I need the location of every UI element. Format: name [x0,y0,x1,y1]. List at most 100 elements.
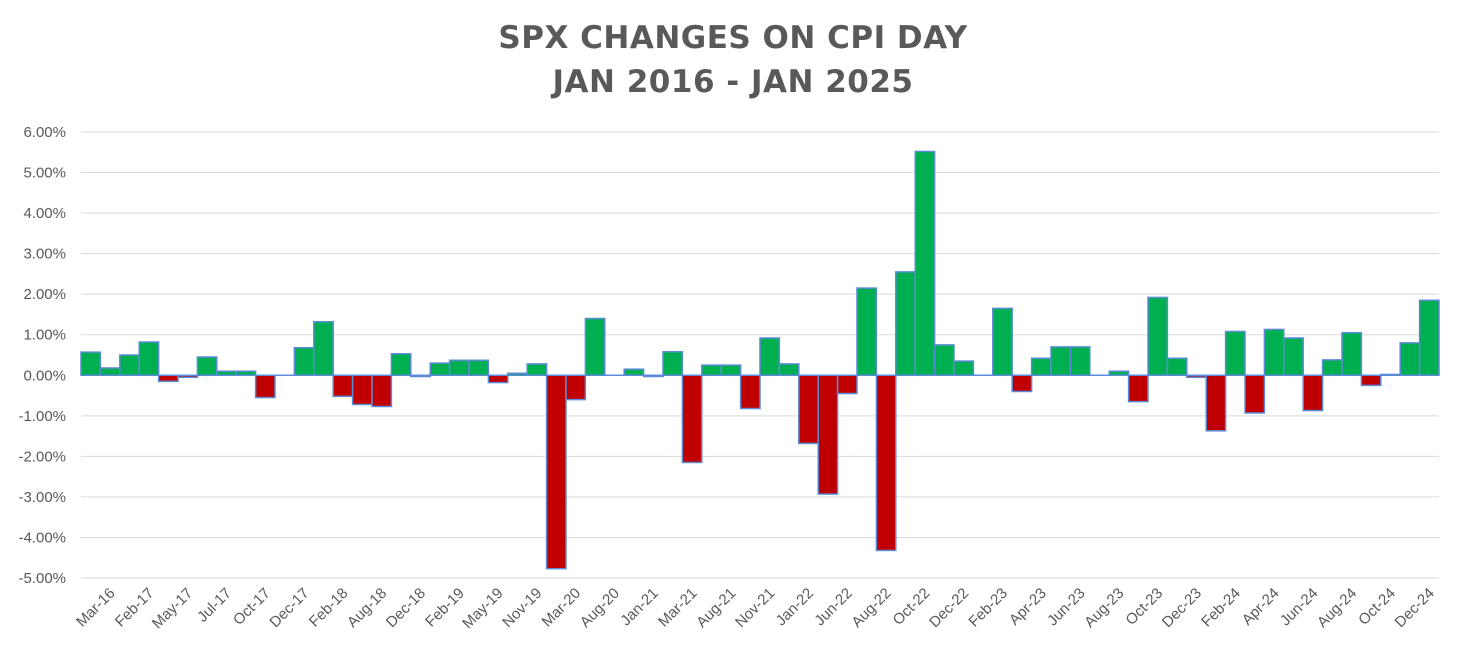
x-tick-label: Mar-20 [539,585,585,631]
x-tick-label: Aug-20 [577,585,623,631]
bar [1360,374,1382,387]
x-tick-label: Oct-24 [1355,585,1399,629]
bar [1418,299,1440,377]
y-tick-label: 0.00% [23,367,66,384]
bar [468,359,490,377]
x-tick-label: May-19 [459,585,506,632]
bar [584,317,606,377]
chart-title: SPX CHANGES ON CPI DAY [498,20,968,56]
y-tick-label: 3.00% [23,246,66,263]
bar [390,353,412,377]
bar [351,374,373,406]
x-tick-label: Apr-23 [1006,585,1050,629]
bar [1263,328,1285,377]
bar [1069,346,1091,377]
bar [681,374,703,464]
bar [216,370,237,377]
bar [875,374,897,552]
x-tick-label: Feb-17 [112,585,158,631]
x-tick-label: Dec-24 [1392,585,1438,631]
bar [545,374,567,570]
bar [196,356,218,377]
bar [99,367,121,377]
bar [429,362,451,377]
bar [371,374,393,408]
bar [933,344,955,377]
y-tick-label: -2.00% [18,448,66,465]
bar [507,372,528,377]
x-tick-label: Feb-24 [1198,585,1244,631]
bar [1011,374,1033,393]
bar [448,359,470,377]
bar [817,374,839,495]
bar [1321,359,1343,377]
bar [1186,374,1207,379]
bar [80,351,102,377]
x-tick-label: Feb-18 [306,585,352,631]
y-tick-label: 6.00% [23,124,66,141]
bar [332,374,354,398]
x-tick-label: Aug-21 [693,585,739,631]
bar [1108,370,1130,377]
x-tick-label: Feb-23 [965,585,1011,631]
bar [856,287,878,377]
x-tick-label: Jun-24 [1277,585,1321,629]
y-tick-label: -1.00% [18,408,66,425]
bar [1166,357,1188,377]
x-tick-label: Feb-19 [422,585,468,631]
bar [701,364,722,377]
x-tick-label: Jan-22 [773,585,817,629]
bar [1380,373,1401,377]
x-tick-label: Aug-23 [1081,585,1127,631]
y-tick-label: -5.00% [18,570,66,587]
bar [138,341,160,377]
bar [1341,331,1363,377]
x-tick-label: May-17 [149,585,196,632]
bar [1244,374,1266,414]
y-tick-label: -4.00% [18,529,66,546]
bar [759,337,781,377]
x-tick-label: Apr-24 [1239,585,1283,629]
bar [565,374,587,401]
bar [1147,296,1169,377]
x-tick-label: Dec-17 [266,585,312,631]
bar [410,374,431,378]
x-tick-label: Dec-18 [383,585,429,631]
x-tick-label: Nov-21 [732,585,778,631]
x-tick-label: Mar-16 [73,585,119,631]
y-tick-label: 2.00% [23,286,66,303]
x-tick-label: Jun-23 [1044,585,1088,629]
y-tick-label: -3.00% [18,489,66,506]
bar [119,354,140,377]
bar [1302,374,1324,412]
bar [157,374,179,383]
bar [526,363,548,377]
bar [177,374,199,379]
x-tick-label: Oct-22 [890,585,934,629]
bar [1127,374,1149,403]
bar [992,307,1013,377]
bar [642,374,664,378]
x-tick-label: Mar-21 [655,585,701,631]
bar [1030,357,1052,377]
x-tick-label: Jan-21 [617,585,661,629]
x-tick-label: Jun-22 [811,585,855,629]
x-tick-label: Aug-22 [848,585,894,631]
bar [798,374,819,445]
y-tick-label: 5.00% [23,165,66,182]
bar [1399,342,1421,377]
bar [623,368,645,377]
bar [1224,330,1246,377]
bar [313,321,334,377]
chart-subtitle: JAN 2016 - JAN 2025 [552,64,914,100]
bar [778,363,800,377]
bar [662,351,684,377]
bar [1283,337,1304,377]
x-tick-label: Nov-19 [499,585,545,631]
bar [254,374,276,399]
bar [1205,374,1227,432]
x-tick-label: Jul-17 [194,585,235,626]
x-tick-label: Oct-23 [1122,585,1166,629]
